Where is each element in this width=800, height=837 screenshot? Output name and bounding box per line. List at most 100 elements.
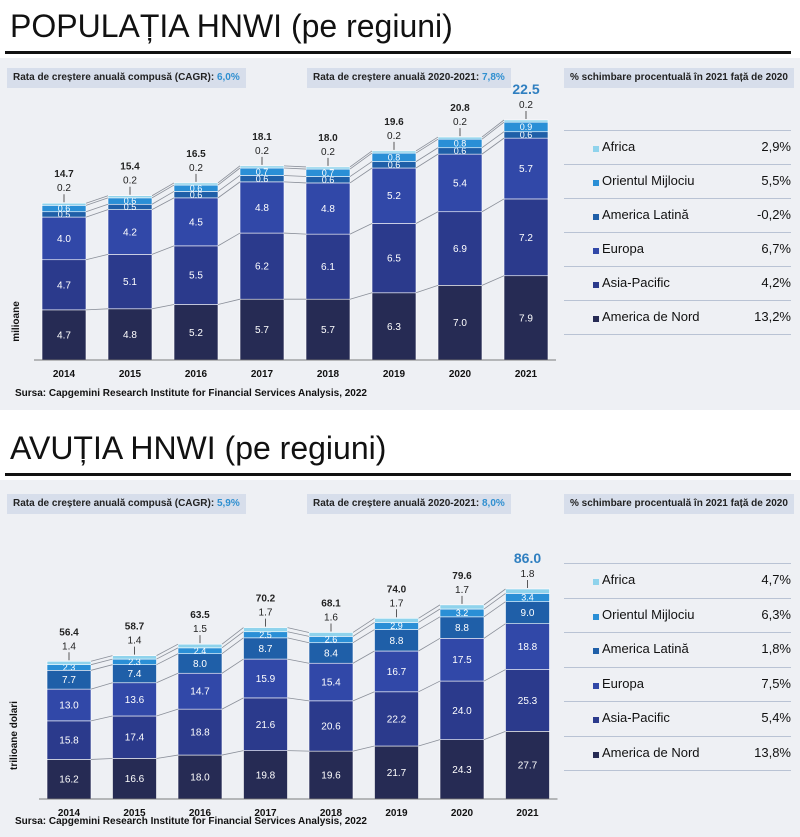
total-label-2021: 86.0 [514,550,541,566]
bar-segment-asia-pacific-2017 [239,232,285,300]
data-label-america-de-nord-2019: 21.7 [387,768,407,779]
connector-line-europa [352,650,375,664]
data-label-orientul-mijlociu-2014: 0.6 [58,204,71,214]
data-label-europa-2021: 18.8 [518,642,538,653]
connector-line-america-de-nord [349,292,373,300]
legend-swatch [593,214,599,220]
connector-line-america-latina [283,175,307,177]
connector-line-america-de-nord [151,304,175,310]
data-label-africa-2017: 0.2 [255,146,269,157]
legend-label: Africa [602,572,636,588]
connector-line-america-latina [221,637,244,655]
connector-line-america-de-nord [156,754,179,759]
connector-line-orientul-mijlociu [418,608,441,623]
total-label-2015: 15.4 [120,162,140,173]
legend-item-america-de-nord: America de Nord 13,2% [564,300,791,335]
data-label-america-latina-2015: 0.5 [124,202,137,212]
cagr-value: 5,9% [216,498,240,509]
data-label-africa-2020: 0.2 [453,117,467,128]
connector-line-africa [418,604,441,619]
legend-percent: 1,8% [761,641,791,657]
bar-segment-europa-2015 [107,209,153,255]
bar-segment-africa-2018 [308,632,354,637]
x-tick-label-2017: 2017 [251,369,274,380]
bar-segment-asia-pacific-2014 [46,720,92,760]
legend-percent: 4,7% [761,572,791,588]
data-label-europa-2021: 5.7 [519,164,533,175]
legend-percent: 6,7% [761,241,791,256]
connector-line-america-latina [415,147,439,162]
bar-segment-africa-2017 [239,165,285,169]
bar-segment-africa-2020 [439,604,485,610]
connector-line-orientul-mijlociu [415,138,439,154]
data-label-orientul-mijlociu-2014: 2.3 [63,663,76,673]
bar-segment-africa-2015 [112,655,157,660]
data-label-orientul-mijlociu-2018: 2.6 [325,635,338,645]
total-label-2018: 68.1 [321,598,341,609]
data-label-africa-2020: 1.7 [455,585,469,596]
wealth-section: AVUȚIA HNWI (pe regiuni) Rata de creșter… [0,422,800,837]
x-tick-label-2015: 2015 [123,808,146,819]
connector-line-europa [483,623,506,639]
total-label-2018: 18.0 [318,133,338,144]
data-label-europa-2019: 5.2 [387,191,401,202]
section-title: AVUȚIA HNWI (pe regiuni) [10,430,387,466]
data-label-europa-2015: 4.2 [123,228,137,239]
data-label-africa-2014: 0.2 [57,183,71,194]
connector-line-africa [352,617,375,633]
legend-label: Orientul Mijlociu [602,173,695,188]
bar-segment-asia-pacific-2017 [243,697,288,751]
bar-segment-asia-pacific-2016 [173,245,219,305]
data-label-asia-pacific-2017: 6.2 [255,262,269,273]
data-label-orientul-mijlociu-2017: 2.5 [259,630,272,640]
x-tick-label-2016: 2016 [185,369,208,380]
growth-value: 7,8% [482,72,505,83]
connector-line-america-latina [483,601,506,618]
legend-swatch [593,316,599,322]
connector-line-america-de-nord [418,739,441,747]
bar-segment-africa-2016 [173,182,219,186]
connector-line-asia-pacific [221,697,244,710]
connector-line-america-latina [156,653,179,666]
connector-line-orientul-mijlociu [156,647,179,660]
bar-segment-europa-2019 [374,650,419,693]
connector-line-america-latina [90,664,113,671]
bar-segment-asia-pacific-2018 [308,700,354,752]
data-label-orientul-mijlociu-2018: 0.7 [322,168,335,178]
legend-swatch [593,682,599,689]
connector-line-asia-pacific [85,254,109,261]
data-label-europa-2016: 14.7 [190,687,210,698]
data-label-america-de-nord-2017: 5.7 [255,325,269,336]
legend-swatch [593,282,599,288]
legend-swatch [593,579,599,586]
data-label-america-de-nord-2021: 7.9 [519,313,533,324]
data-label-africa-2019: 1.7 [390,598,404,609]
source-note: Sursa: Capgemini Research Institute for … [15,816,367,827]
data-label-america-de-nord-2021: 27.7 [518,761,538,772]
x-tick-label-2019: 2019 [385,808,408,819]
legend-percent: 6,3% [761,606,791,622]
connector-line-america-latina [418,616,441,630]
data-label-america-de-nord-2020: 24.3 [452,765,472,776]
connector-line-europa [283,181,307,184]
data-label-asia-pacific-2019: 6.5 [387,254,401,265]
bar-segment-europa-2020 [437,153,483,213]
cagr-label: Rata de creștere anuală compusă (CAGR): [13,498,215,509]
data-label-america-de-nord-2014: 16.2 [59,775,79,786]
bar-segment-europa-2019 [371,167,417,224]
connector-line-europa [85,209,109,218]
x-tick-label-2016: 2016 [189,808,212,819]
data-label-africa-2021: 1.8 [521,569,535,580]
data-label-orientul-mijlociu-2019: 0.8 [388,152,401,162]
connector-line-america-latina [349,161,373,177]
connector-line-orientul-mijlociu [352,622,375,637]
title-divider [5,51,791,54]
legend-label: America Latină [602,207,689,222]
data-label-europa-2017: 4.8 [255,203,269,214]
connector-line-asia-pacific [349,223,373,235]
data-label-america-latina-2017: 0.6 [256,174,269,184]
data-label-orientul-mijlociu-2020: 0.8 [454,139,467,149]
connector-line-america-de-nord [481,275,505,286]
total-label-2017: 70.2 [256,594,276,605]
legend-label: America de Nord [602,744,700,760]
